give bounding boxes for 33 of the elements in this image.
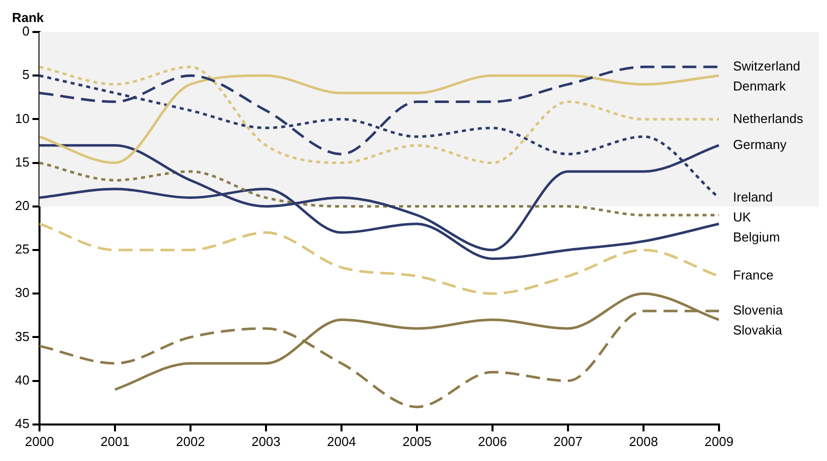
series-label: Belgium [733,229,780,244]
y-tick-label: 40 [14,372,30,388]
series-label: Germany [733,136,787,152]
y-axis-title: Rank [12,10,45,26]
x-tick-label: 2001 [100,434,130,449]
y-tick-label: 15 [14,154,30,170]
x-tick-label: 2002 [176,434,205,449]
series-label: France [733,268,774,283]
x-tick-label: 2005 [402,434,432,449]
y-tick-label: 0 [22,24,30,39]
x-tick-label: 2004 [327,434,356,449]
x-tick-label: 2006 [478,434,507,449]
y-tick-label: 25 [14,242,30,257]
series-label: Denmark [733,78,786,94]
y-tick-label: 30 [14,285,30,300]
y-tick-label: 35 [14,328,30,344]
y-tick-label: 45 [14,416,30,431]
series-label: Slovakia [733,322,783,338]
series-label: Slovenia [733,302,784,318]
x-tick-label: 2003 [252,434,280,449]
series-label: Ireland [733,189,773,204]
series-label: Netherlands [733,110,804,126]
y-tick-label: 5 [22,67,30,82]
x-tick-label: 2008 [629,434,658,449]
y-tick-label: 20 [14,198,30,213]
y-tick-label: 10 [14,110,30,126]
line-series [39,222,719,295]
x-tick-label: 2007 [554,434,582,449]
series-label: Switzerland [733,58,800,74]
x-tick-label: 2009 [704,434,734,449]
x-tick-label: 2000 [25,434,54,449]
series-label: UK [733,209,752,224]
line-series [39,162,719,216]
